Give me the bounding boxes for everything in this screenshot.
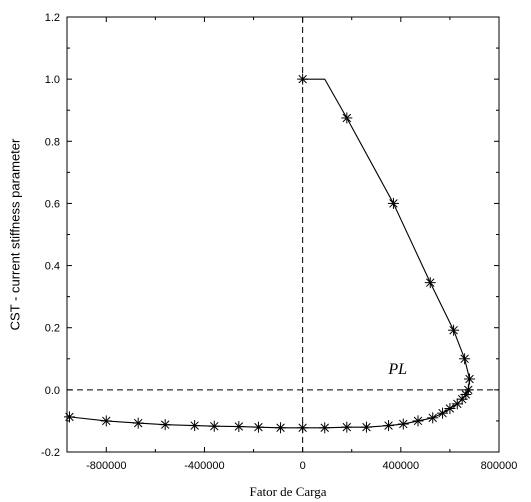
y-tick-label: -0.2 [41,447,60,459]
y-tick-label: 1.2 [45,12,60,24]
y-axis-ticks: -0.2 0.0 0.2 0.4 0.6 0.8 1.0 1.2 [41,12,499,459]
series-layer [69,78,471,429]
x-tick-label: -400000 [184,460,224,472]
y-tick-label: 0.6 [45,198,60,210]
x-tick-label: -800000 [86,460,126,472]
data-point-marker [451,398,463,410]
pl-annotation: PL [387,361,407,378]
data-point-marker [319,422,331,434]
data-point-marker [159,419,171,431]
data-point-marker [424,277,436,289]
data-point-marker [464,373,476,385]
x-axis-label: Fator de Carga [249,484,326,499]
data-point-marker [189,420,201,432]
data-point-marker [100,415,112,427]
x-tick-label: 400000 [382,460,419,472]
x-axis-ticks: -800000 -400000 0 400000 800000 [86,17,517,472]
data-point-marker [448,324,460,336]
y-axis-label: CST - current stiffness parameter [7,138,22,330]
data-point-marker [132,417,144,429]
data-point-marker [397,418,409,430]
series-line [69,78,471,429]
data-point-marker [383,420,395,432]
x-tick-label: 0 [300,460,306,472]
data-point-marker [459,353,471,365]
data-point-marker [275,422,287,434]
data-point-marker [437,407,449,419]
x-tick-label: 800000 [481,460,518,472]
data-point-marker [412,415,424,427]
data-point-marker [297,73,309,85]
data-point-marker [297,422,309,434]
markers-layer [63,73,476,434]
y-tick-label: 0.4 [45,261,60,273]
y-tick-label: 1.0 [45,74,60,86]
y-tick-label: 0.2 [45,323,60,335]
data-point-marker [252,421,264,433]
data-point-marker [233,421,245,433]
plot-frame [66,16,500,453]
data-point-marker [387,197,399,209]
data-point-marker [341,421,353,433]
data-point-marker [208,420,220,432]
y-tick-label: 0.8 [45,136,60,148]
reference-lines [67,17,499,452]
data-point-marker [460,389,472,401]
data-point-marker [427,412,439,424]
data-point-marker [360,421,372,433]
y-tick-label: 0.0 [45,385,60,397]
data-point-marker [341,112,353,124]
data-point-marker [444,403,456,414]
